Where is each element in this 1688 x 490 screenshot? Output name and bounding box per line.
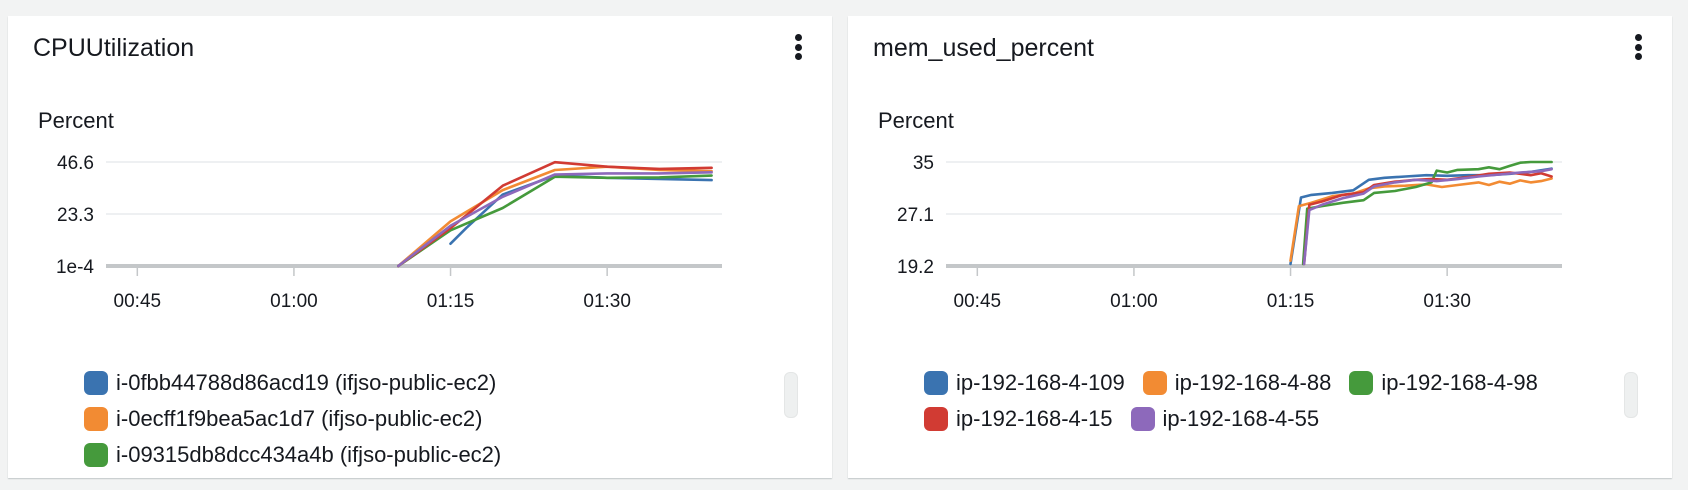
x-tick-label: 01:15	[427, 291, 475, 312]
series-line	[449, 174, 713, 245]
series-line	[397, 174, 713, 268]
legend-item[interactable]: i-09315db8dcc434a4b (ifjso-public-ec2)	[84, 442, 764, 468]
x-tick-label: 01:15	[1267, 291, 1315, 312]
series-line	[1302, 167, 1553, 266]
series-line	[1289, 177, 1553, 262]
x-tick-label: 01:30	[583, 291, 631, 312]
cpu-utilization-widget: CPUUtilization Percent 1e-4 23.3 46.6 00:45…	[8, 16, 832, 478]
legend-scrollbar[interactable]	[1624, 372, 1638, 418]
mem-used-percent-widget: mem_used_percent Percent 19.2 27.1 35 00:45…	[848, 16, 1672, 478]
widget-title: mem_used_percent	[873, 34, 1094, 62]
legend-scrollbar[interactable]	[784, 372, 798, 418]
legend-label: ip-192-168-4-109	[956, 370, 1125, 395]
legend-label: ip-192-168-4-98	[1381, 370, 1538, 395]
series-line	[397, 171, 713, 268]
y-tick-label: 27.1	[897, 205, 934, 226]
legend-swatch	[1142, 371, 1167, 395]
legend-swatch	[1349, 371, 1374, 395]
widget-menu-icon[interactable]	[790, 32, 806, 62]
y-tick-label: 46.6	[57, 153, 94, 174]
widget-title: CPUUtilization	[33, 34, 195, 62]
legend-label: ip-192-168-4-55	[1162, 406, 1320, 431]
legend-label: i-0ecff1f9bea5ac1d7 (ifjso-public-ec2)	[116, 406, 483, 431]
series-line	[1301, 160, 1553, 266]
legend-item[interactable]: ip-192-168-4-15	[924, 406, 1113, 432]
legend-item[interactable]: i-0fbb44788d86acd19 (ifjso-public-ec2)	[84, 370, 764, 396]
legend-swatch	[84, 371, 108, 395]
series-line	[1302, 171, 1553, 266]
y-axis-unit-label: Percent	[38, 108, 114, 133]
x-tick-label: 01:00	[1110, 291, 1158, 312]
x-tick-label: 00:45	[114, 291, 162, 312]
legend-label: i-09315db8dcc434a4b (ifjso-public-ec2)	[116, 442, 502, 467]
y-tick-label: 1e-4	[56, 257, 94, 278]
legend-item[interactable]: ip-192-168-4-55	[1130, 406, 1320, 432]
x-tick-label: 01:30	[1423, 291, 1471, 312]
legend-label: i-0fbb44788d86acd19 (ifjso-public-ec2)	[116, 370, 497, 395]
legend-label: ip-192-168-4-15	[956, 406, 1113, 431]
widget-menu-icon[interactable]	[1630, 32, 1646, 62]
legend-swatch	[924, 371, 948, 395]
legend-item[interactable]: ip-192-168-4-109	[924, 370, 1125, 396]
chart-legend: ip-192-168-4-109 ip-192-168-4-88 ip-192-16…	[924, 370, 1604, 432]
legend-item[interactable]: ip-192-168-4-88	[1142, 370, 1332, 396]
legend-swatch	[84, 407, 108, 431]
mem-used-percent-chart: 19.2 27.1 35 00:45 01:00 01:15 01:30	[897, 153, 1562, 312]
series-line	[397, 165, 713, 268]
cpu-utilization-chart: 1e-4 23.3 46.6 00:45 01:00 01:15 01:30	[56, 153, 722, 312]
legend-item[interactable]: ip-192-168-4-98	[1349, 370, 1538, 396]
x-tick-label: 00:45	[954, 291, 1002, 312]
x-tick-label: 01:00	[270, 291, 318, 312]
y-tick-label: 35	[913, 153, 934, 174]
legend-label: ip-192-168-4-88	[1174, 370, 1332, 395]
legend-swatch	[924, 407, 948, 431]
legend-swatch	[1130, 407, 1155, 431]
y-tick-label: 19.2	[897, 257, 934, 278]
y-tick-label: 23.3	[57, 205, 94, 226]
legend-item[interactable]: i-0ecff1f9bea5ac1d7 (ifjso-public-ec2)	[84, 406, 764, 432]
series-line	[397, 160, 713, 268]
y-axis-unit-label: Percent	[878, 108, 954, 133]
legend-swatch	[84, 443, 108, 467]
chart-legend: i-0fbb44788d86acd19 (ifjso-public-ec2) i-…	[84, 370, 764, 468]
